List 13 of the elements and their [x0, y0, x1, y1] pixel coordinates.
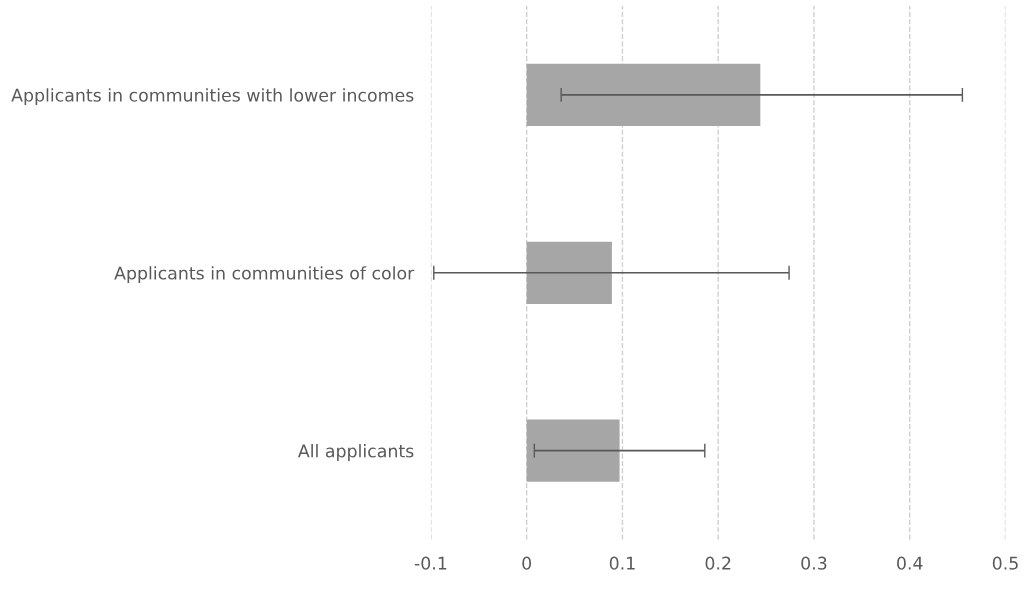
x-tick-label: 0.2 — [705, 556, 731, 570]
x-tick-label: 0.1 — [609, 556, 635, 570]
bar — [526, 419, 620, 482]
x-tick-label: -0.1 — [414, 556, 447, 570]
x-tick-label: 0.4 — [897, 556, 923, 570]
bar — [526, 63, 761, 127]
x-tick-label: 0 — [522, 556, 532, 570]
x-tick-label: 0.3 — [801, 556, 827, 570]
x-tick-label: 0.5 — [992, 556, 1018, 570]
y-tick-label: Applicants in communities with lower incomes — [11, 88, 414, 106]
y-tick-label: All applicants — [297, 444, 414, 461]
bar — [526, 241, 612, 304]
y-tick-label: Applicants in communities of color — [114, 266, 415, 283]
